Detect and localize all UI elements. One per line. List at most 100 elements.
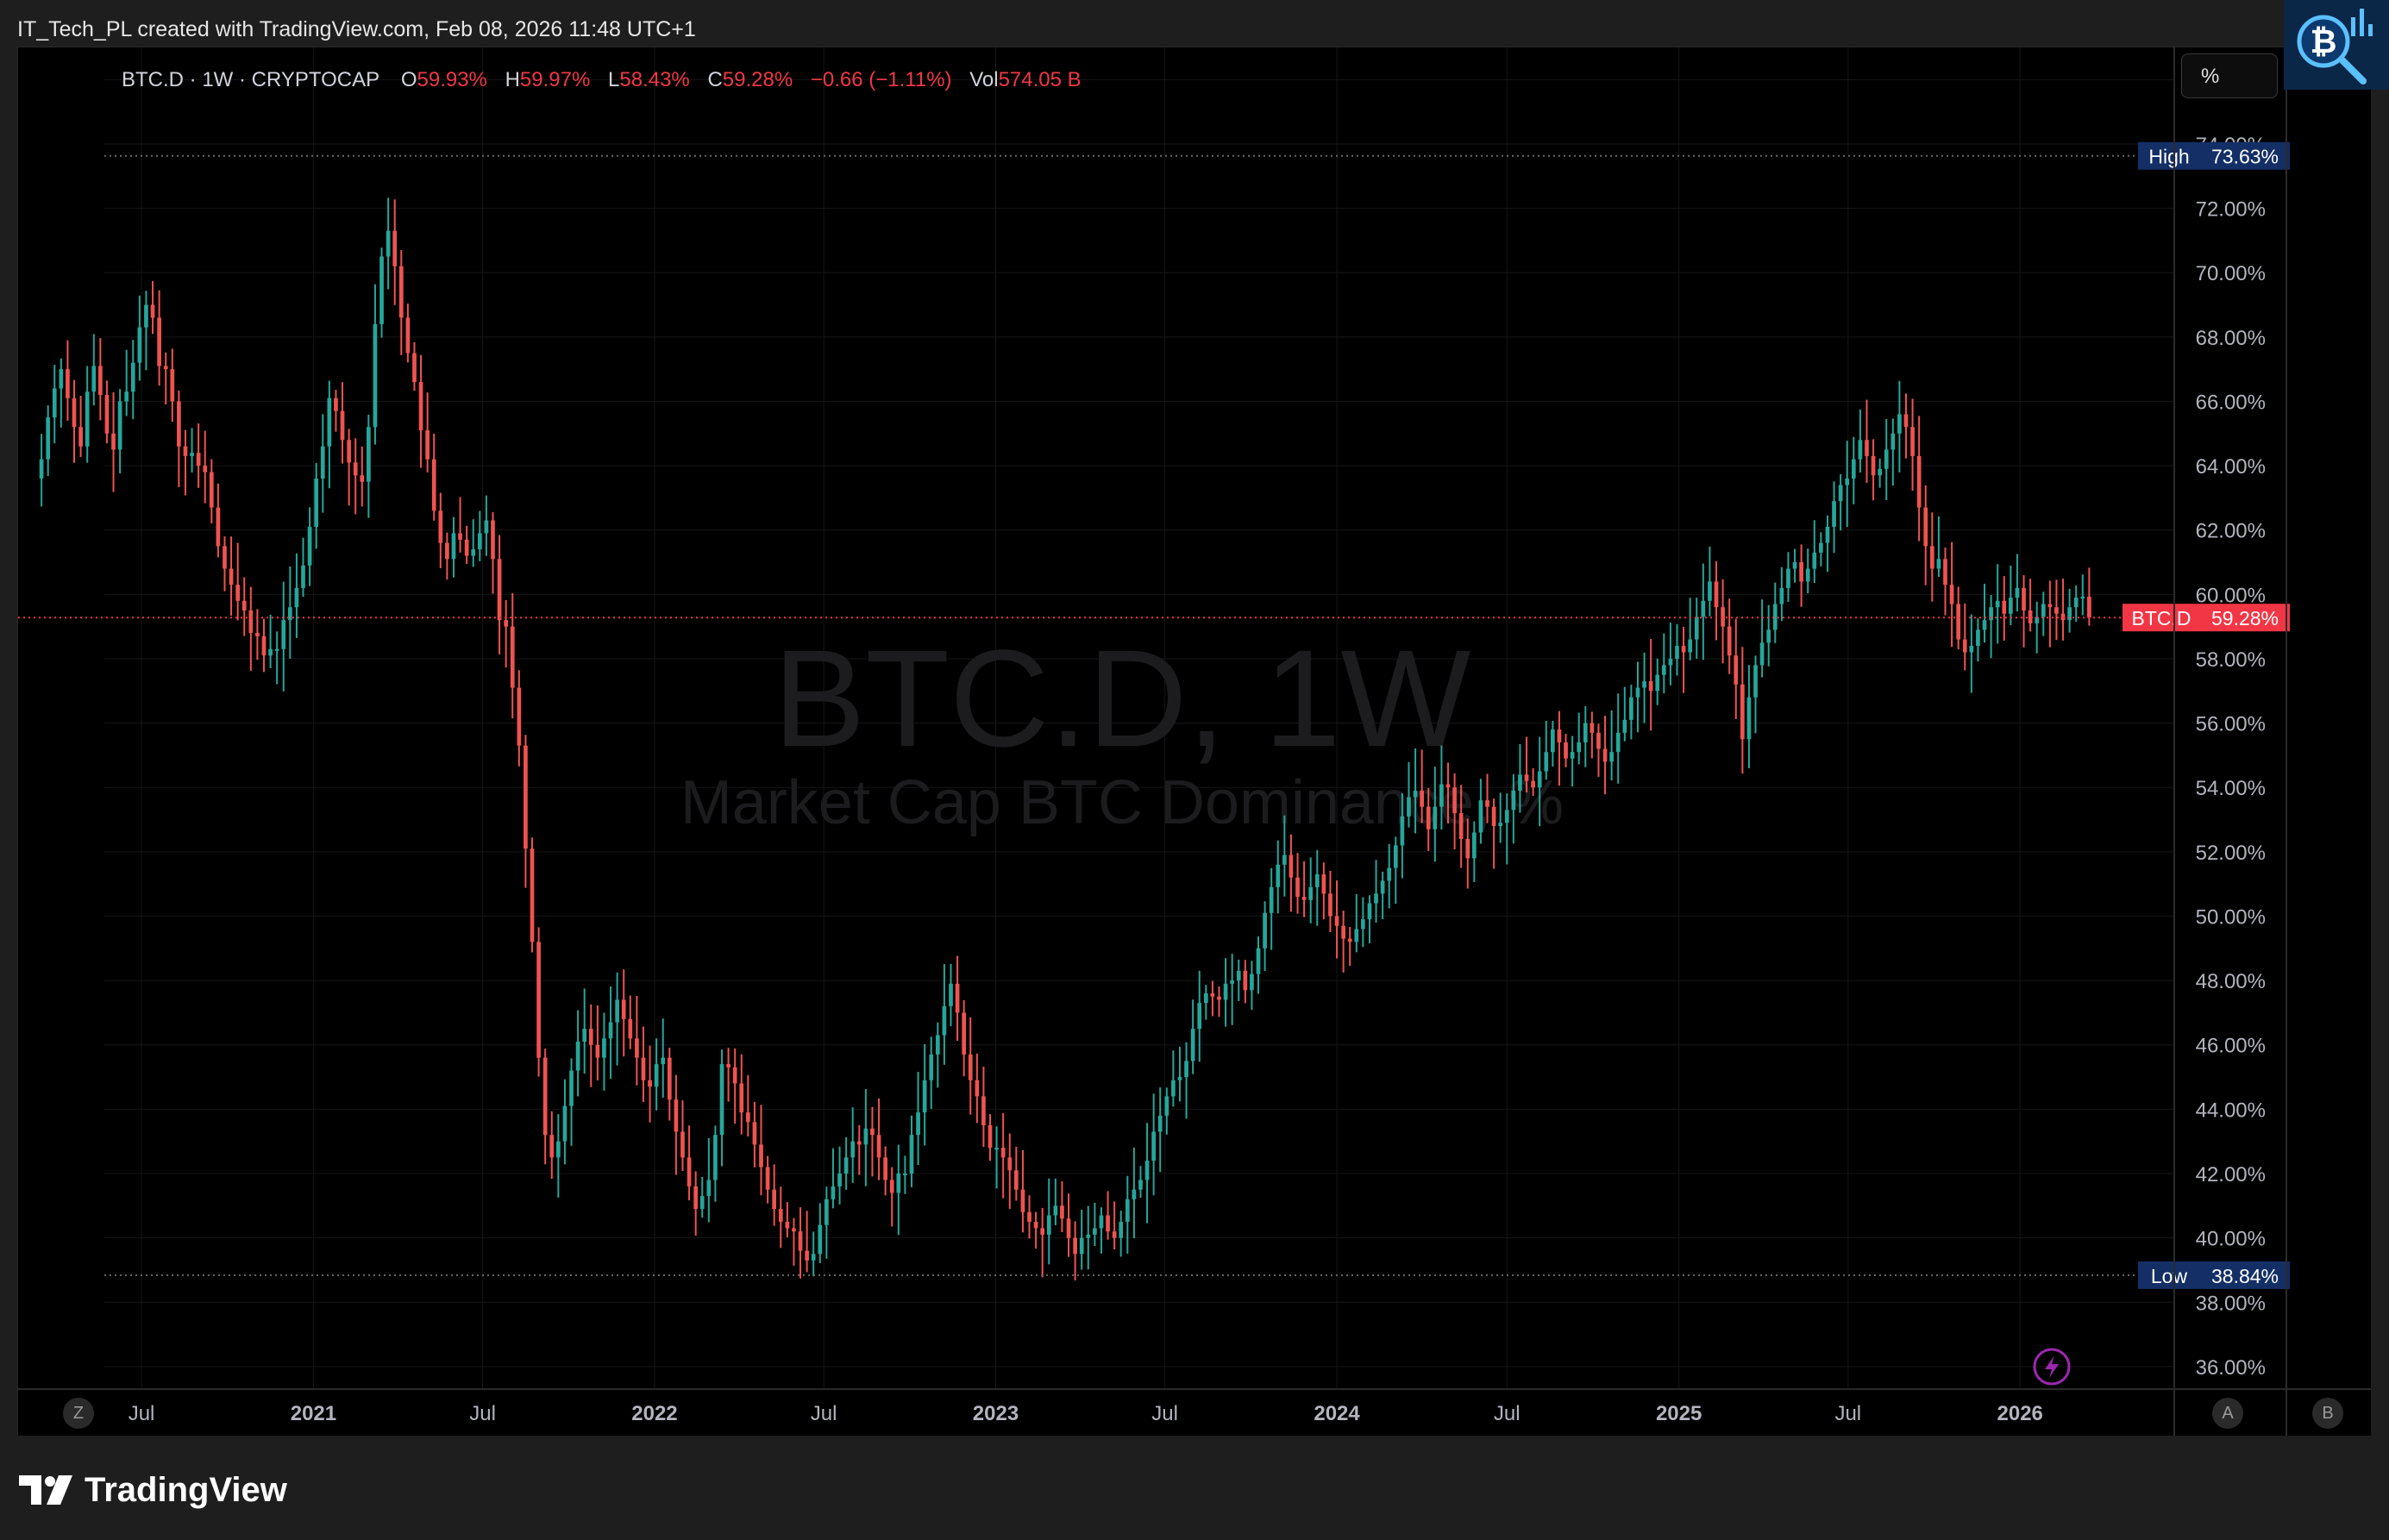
candle-body (2080, 596, 2085, 598)
candle-body (1485, 800, 1489, 807)
candle-body (52, 388, 57, 418)
candle-body (1708, 581, 1712, 601)
candle-body (1465, 838, 1470, 859)
candle-body (955, 983, 960, 1013)
chart-header: IT_Tech_PL created with TradingView.com,… (17, 17, 696, 41)
candle-body (1557, 729, 1562, 742)
y-tick-label: 70.00% (2196, 262, 2266, 285)
candle-body (1276, 864, 1281, 887)
x-tick-label: 2025 (1656, 1402, 1702, 1425)
chart-frame[interactable]: BTC.D, 1W Market Cap BTC Dominance, % 36… (17, 47, 2371, 1436)
candle-body (1766, 629, 1771, 643)
low-marker-value: 38.84% (2211, 1265, 2279, 1287)
candle-body (150, 304, 155, 318)
candle-body (739, 1083, 744, 1113)
candle-body (1393, 845, 1398, 868)
candle-body (1812, 552, 1817, 569)
candle-body (1884, 449, 1889, 469)
candle-body (615, 999, 619, 1023)
candle-body (353, 462, 358, 476)
candle-body (1060, 1205, 1064, 1219)
candle-body (661, 1057, 666, 1065)
candle-body (556, 1141, 561, 1158)
candle-body (1478, 800, 1483, 833)
log-scale-button[interactable]: B (2312, 1398, 2343, 1429)
candle-body (98, 366, 103, 395)
candle-body (922, 1080, 927, 1113)
auto-scale-button[interactable]: A (2212, 1398, 2243, 1429)
candle-body (261, 635, 266, 656)
candle-body (628, 1018, 633, 1039)
svg-text:₿: ₿ (2311, 22, 2337, 60)
candle-body (595, 1044, 600, 1058)
candle-body (981, 1096, 986, 1126)
candle-body (1119, 1221, 1124, 1238)
candle-body (687, 1157, 692, 1186)
candle-body (1851, 459, 1856, 479)
y-tick-label: 58.00% (2196, 648, 2266, 672)
candle-body (1073, 1237, 1077, 1255)
candle-body (778, 1209, 783, 1222)
tradingview-logo[interactable]: TradingView (19, 1466, 287, 1514)
candle-body (1491, 806, 1496, 827)
candle-body (752, 1122, 757, 1145)
y-tick-label: 48.00% (2196, 970, 2266, 993)
candle-body (654, 1064, 659, 1087)
candle-body (66, 369, 70, 398)
candle-body (1590, 723, 1595, 733)
candle-body (1982, 620, 1987, 630)
candle-body (536, 942, 541, 1058)
candle-body (1969, 646, 1974, 653)
lightning-icon[interactable] (2033, 1348, 2071, 1386)
candle-body (1498, 823, 1503, 827)
candle-body (745, 1112, 750, 1123)
candle-body (1661, 665, 1666, 675)
candle-body (805, 1250, 809, 1261)
candle-body (301, 565, 305, 588)
candle-body (1655, 674, 1660, 692)
candle-body (942, 1005, 947, 1036)
zoom-reset-button[interactable]: Z (63, 1398, 94, 1429)
legend-low-label: L (608, 68, 620, 91)
legend-symbol[interactable]: BTC.D · 1W · CRYPTOCAP (122, 68, 380, 91)
candle-body (1079, 1237, 1084, 1255)
candle-body (46, 417, 51, 460)
tradingview-wordmark: TradingView (85, 1470, 287, 1509)
y-tick-label: 68.00% (2196, 327, 2266, 350)
candle-body (491, 520, 495, 560)
candle-body (1452, 787, 1457, 814)
candle-body (484, 520, 489, 534)
high-marker: High 73.63% (2138, 141, 2290, 170)
candle-body (1086, 1234, 1091, 1238)
candle-body (1688, 639, 1693, 653)
candle-body (732, 1067, 737, 1084)
legend-close-value: 59.28% (722, 68, 793, 91)
candle-body (641, 1057, 646, 1080)
candle-body (792, 1228, 796, 1232)
candle-body (896, 1173, 901, 1193)
candle-body (713, 1135, 718, 1180)
candle-body (1033, 1221, 1038, 1229)
candle-body (2022, 587, 2026, 610)
candle-body (1387, 867, 1392, 881)
candle-body (1250, 973, 1254, 991)
candle-body (1066, 1218, 1071, 1238)
candle-body (209, 472, 214, 508)
candle-body (582, 1029, 587, 1042)
candle-body (111, 433, 116, 450)
candlestick-chart[interactable]: BTC.D, 1W Market Cap BTC Dominance, % 36… (18, 47, 2371, 1436)
candle-body (994, 1148, 999, 1150)
candle-body (2047, 604, 2053, 608)
candle-body (91, 366, 97, 392)
candle-body (1609, 752, 1614, 762)
x-tick-label: 2022 (631, 1402, 677, 1425)
candle-body (883, 1157, 887, 1180)
candle-body (1943, 559, 1947, 585)
candle-body (588, 1029, 593, 1045)
candle-body (360, 475, 365, 482)
candle-body (909, 1135, 914, 1174)
candle-body (39, 459, 44, 479)
candle-body (1197, 1003, 1202, 1030)
percent-scale-button[interactable]: % (2181, 53, 2278, 98)
candle-body (1361, 919, 1365, 930)
